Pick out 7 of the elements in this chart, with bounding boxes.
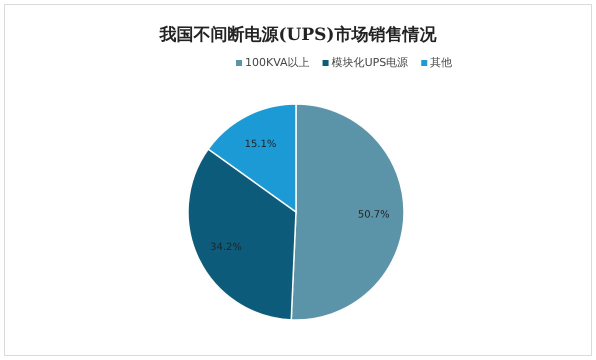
legend-label: 模块化UPS电源 xyxy=(332,56,408,69)
chart-title: 我国不间断电源(UPS)市场销售情况 xyxy=(158,25,438,45)
data-label: 50.7% xyxy=(358,210,390,221)
data-label: 34.2% xyxy=(210,242,242,253)
data-label: 15.1% xyxy=(244,138,276,150)
legend-label: 100KVA以上 xyxy=(245,56,310,69)
legend-label: 其他 xyxy=(430,56,452,69)
